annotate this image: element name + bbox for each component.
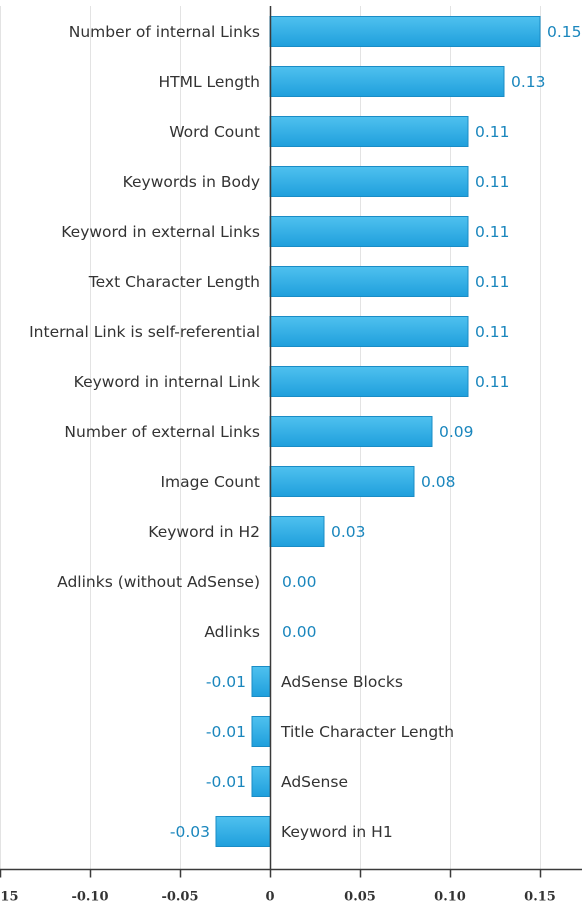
bar-html-length	[269, 66, 505, 97]
value-label: -0.03	[170, 823, 210, 841]
bar-adsense-blocks	[251, 666, 271, 697]
x-tick-label: 0.15	[524, 890, 556, 905]
x-tick-label: 0	[265, 890, 274, 905]
value-label: 0.11	[475, 323, 510, 341]
x-tick-label: -0.10	[71, 890, 108, 905]
axes: -0.15 -0.10 -0.05 0 0.05 0.10 0.15	[0, 6, 582, 905]
x-tick-label: -0.15	[0, 890, 19, 905]
value-label: 0.00	[282, 573, 317, 591]
bar-keywords-in-body	[269, 166, 469, 197]
bar-image-count	[269, 466, 415, 497]
value-label: 0.11	[475, 373, 510, 391]
category-label: Internal Link is self-referential	[29, 323, 260, 341]
value-label: 0.11	[475, 173, 510, 191]
category-label: AdSense Blocks	[281, 673, 403, 691]
value-label: 0.11	[475, 273, 510, 291]
value-label: -0.01	[206, 673, 246, 691]
category-label: Number of internal Links	[69, 23, 260, 41]
category-label: HTML Length	[158, 73, 260, 91]
category-label: Image Count	[160, 473, 260, 491]
category-label: Keyword in H1	[281, 823, 393, 841]
value-label: 0.11	[475, 123, 510, 141]
category-label: AdSense	[281, 773, 348, 791]
x-tick-label: 0.05	[344, 890, 376, 905]
bar-keyword-in-internal-link	[269, 366, 469, 397]
value-label: 0.00	[282, 623, 317, 641]
value-label: 0.09	[439, 423, 474, 441]
bar-text-character-length	[269, 266, 469, 297]
bar-internal-link-is-self-referential	[269, 316, 469, 347]
category-label: Keyword in internal Link	[74, 373, 260, 391]
x-tick-label: -0.05	[161, 890, 198, 905]
bars	[215, 16, 541, 847]
category-label: Keywords in Body	[123, 173, 260, 191]
value-label: -0.01	[206, 773, 246, 791]
bar-number-of-internal-links	[269, 16, 541, 47]
bar-word-count	[269, 116, 469, 147]
category-label: Text Character Length	[88, 273, 260, 291]
value-label: -0.01	[206, 723, 246, 741]
category-label: Keyword in external Links	[61, 223, 260, 241]
category-label: Number of external Links	[64, 423, 260, 441]
bar-title-character-length	[251, 716, 271, 747]
bar-number-of-external-links	[269, 416, 433, 447]
value-label: 0.08	[421, 473, 456, 491]
value-label: 0.13	[511, 73, 546, 91]
category-label: Adlinks	[204, 623, 260, 641]
x-tick-label: 0.10	[434, 890, 466, 905]
bar-keyword-in-h2	[269, 516, 325, 547]
value-label: 0.11	[475, 223, 510, 241]
category-label: Word Count	[169, 123, 260, 141]
value-label: 0.15	[547, 23, 582, 41]
bar-adsense	[251, 766, 271, 797]
grid-lines	[0, 6, 541, 870]
category-label: Adlinks (without AdSense)	[57, 573, 260, 591]
bar-keyword-in-h1	[215, 816, 271, 847]
value-label: 0.03	[331, 523, 366, 541]
labels: Number of internal Links 0.15 HTML Length 0…	[29, 23, 581, 841]
category-label: Keyword in H2	[148, 523, 260, 541]
bar-keyword-in-external-links	[269, 216, 469, 247]
category-label: Title Character Length	[280, 723, 454, 741]
